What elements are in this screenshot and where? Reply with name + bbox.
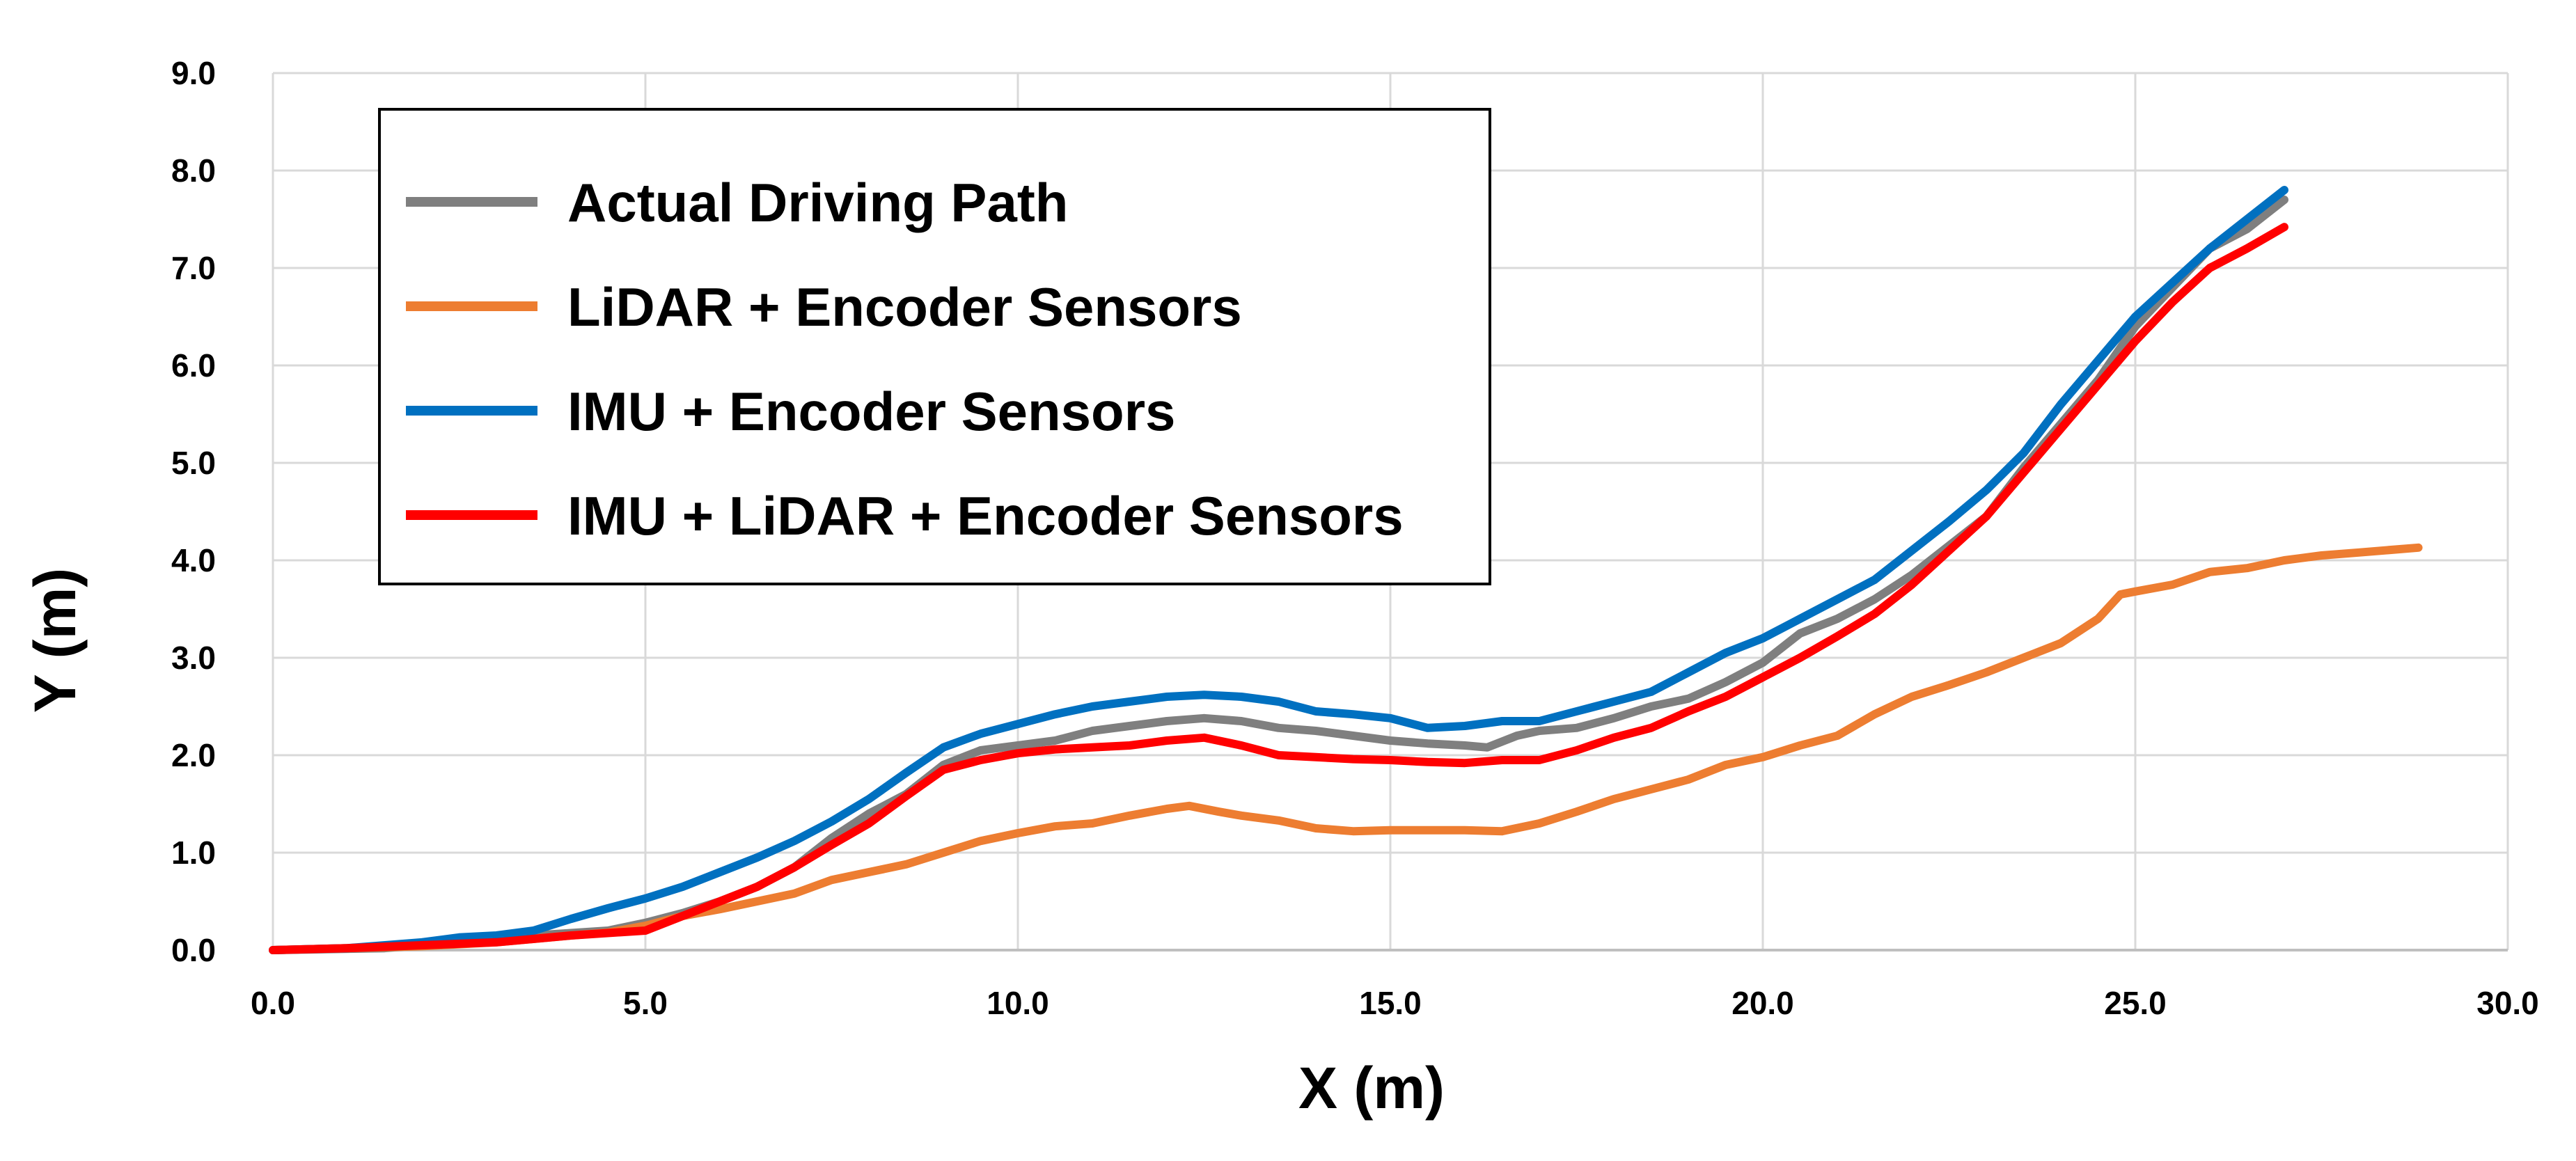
- legend: Actual Driving Path LiDAR + Encoder Senso…: [378, 108, 1491, 585]
- x-axis-title: X (m): [1298, 1055, 1445, 1121]
- x-tick-label: 25.0: [2104, 985, 2167, 1021]
- x-tick-label: 20.0: [1731, 985, 1794, 1021]
- y-tick-label: 3.0: [171, 640, 216, 676]
- y-tick-label: 5.0: [171, 445, 216, 481]
- x-tick-label: 15.0: [1359, 985, 1422, 1021]
- y-tick-label: 4.0: [171, 542, 216, 578]
- y-tick-label: 8.0: [171, 152, 216, 189]
- series-line-imu-lidar-encoder-sensors: [269, 223, 2288, 954]
- x-tick-label: 30.0: [2476, 985, 2539, 1021]
- y-tick-label: 0.0: [171, 932, 216, 968]
- legend-label-imu-lidar-encoder-sensors: IMU + LiDAR + Encoder Sensors: [567, 485, 1404, 546]
- x-tick-label: 5.0: [623, 985, 668, 1021]
- legend-label-lidar-encoder-sensors: LiDAR + Encoder Sensors: [567, 276, 1242, 338]
- y-axis-ticks: 0.0 1.0 2.0 3.0 4.0 5.0 6.0 7.0 8.0 9.0: [171, 55, 216, 968]
- series-lines: [269, 186, 2423, 954]
- legend-box: [378, 108, 1491, 585]
- y-tick-label: 9.0: [171, 55, 216, 91]
- y-tick-label: 2.0: [171, 737, 216, 773]
- legend-label-actual-driving-path: Actual Driving Path: [567, 172, 1068, 233]
- legend-label-imu-encoder-sensors: IMU + Encoder Sensors: [567, 381, 1175, 442]
- y-axis-title: Y (m): [22, 568, 88, 713]
- x-axis-ticks: 0.0 5.0 10.0 15.0 20.0 25.0 30.0: [251, 985, 2539, 1021]
- x-tick-label: 0.0: [251, 985, 295, 1021]
- x-tick-label: 10.0: [987, 985, 1049, 1021]
- series-line-imu-encoder-sensors: [269, 186, 2288, 954]
- y-tick-label: 7.0: [171, 250, 216, 286]
- y-tick-label: 1.0: [171, 835, 216, 871]
- series-line-lidar-encoder-sensors: [269, 543, 2423, 954]
- y-tick-label: 6.0: [171, 347, 216, 384]
